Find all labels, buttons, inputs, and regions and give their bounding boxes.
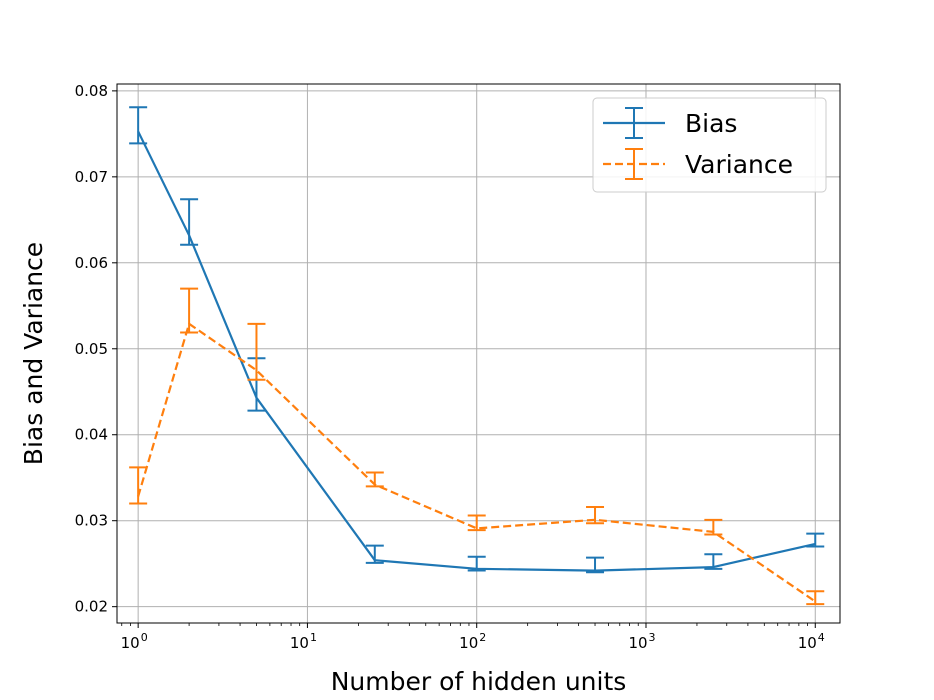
legend-item-variance: Variance xyxy=(603,148,793,180)
y-tick-label: 0.03 xyxy=(75,512,108,530)
error-bar xyxy=(467,514,486,532)
y-tick-label: 0.08 xyxy=(75,82,108,100)
error-bar xyxy=(467,555,486,572)
axis-ticks: 0.02 0.03 0.04 0.05 0.06 0.07 0.08 100 101 102 103… xyxy=(75,82,825,652)
error-bar xyxy=(365,544,384,564)
series-line xyxy=(137,130,816,572)
x-tick-label: 102 xyxy=(459,631,486,652)
y-tick-label: 0.05 xyxy=(75,340,108,358)
x-tick-label: 103 xyxy=(628,631,655,652)
error-bar xyxy=(129,466,148,505)
error-bar xyxy=(586,556,605,574)
error-bar xyxy=(704,553,723,570)
series-layer xyxy=(129,106,825,606)
y-axis-label: Bias and Variance xyxy=(19,242,48,465)
y-tick-label: 0.04 xyxy=(75,426,108,444)
series-variance xyxy=(129,287,825,606)
y-tick-label: 0.07 xyxy=(75,168,108,186)
grid xyxy=(117,84,840,623)
x-tick-label: 101 xyxy=(290,631,317,652)
error-bar xyxy=(180,198,199,246)
legend-box xyxy=(592,97,827,193)
x-axis-label: Number of hidden units xyxy=(331,667,627,696)
series-line xyxy=(137,322,816,603)
legend-item-bias: Bias xyxy=(603,107,737,139)
plot-frame xyxy=(116,83,841,624)
error-bar xyxy=(806,532,825,548)
error-bar xyxy=(129,106,148,145)
legend-label: Variance xyxy=(685,150,793,179)
legend-label: Bias xyxy=(685,109,737,138)
y-tick-label: 0.06 xyxy=(75,254,108,272)
x-tick-label: 100 xyxy=(121,631,148,652)
error-bar xyxy=(365,471,384,488)
x-tick-label: 104 xyxy=(798,631,825,652)
legend: Bias Variance xyxy=(592,97,827,193)
error-bar xyxy=(704,518,723,536)
error-bar xyxy=(586,505,605,525)
error-bar xyxy=(180,287,199,334)
error-bar xyxy=(247,322,266,381)
error-bar xyxy=(806,590,825,606)
y-tick-label: 0.02 xyxy=(75,598,108,616)
